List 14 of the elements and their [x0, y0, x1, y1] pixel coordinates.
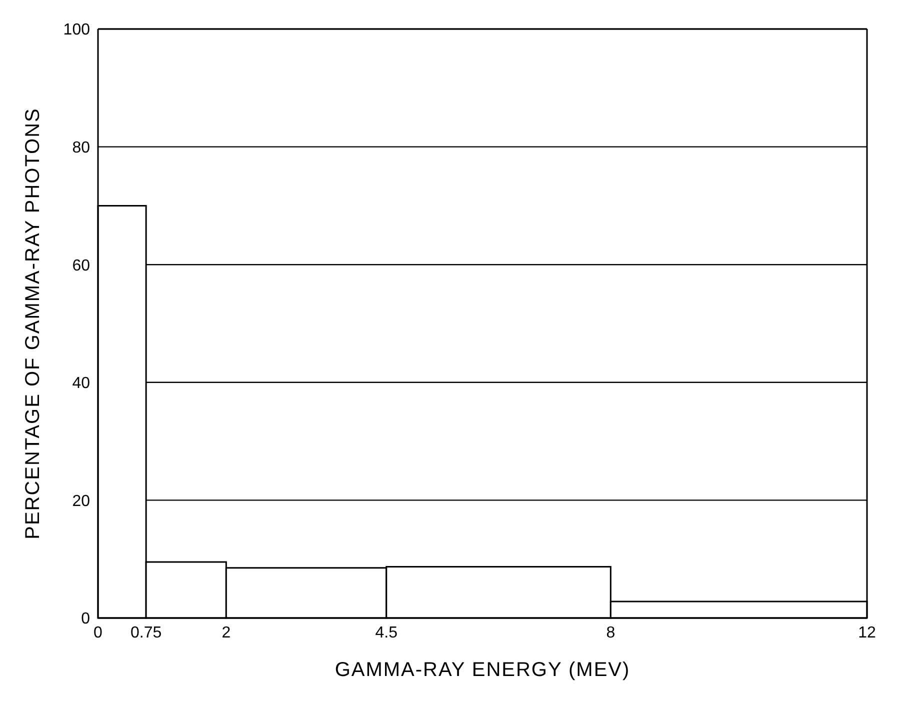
y-tick-label: 0 [81, 610, 90, 628]
x-tick-label: 0.75 [130, 624, 162, 642]
x-tick-label: 0 [94, 624, 103, 642]
x-tick-label: 4.5 [375, 624, 398, 642]
y-tick-label: 100 [63, 22, 90, 39]
y-tick-label: 60 [72, 257, 90, 274]
y-tick-label: 80 [72, 139, 90, 156]
y-tick-label: 20 [72, 492, 90, 510]
x-axis-title: GAMMA-RAY ENERGY (MEV) [334, 659, 630, 681]
y-tick-label: 40 [72, 375, 90, 392]
x-tick-label: 8 [606, 624, 616, 642]
x-tick-label: 12 [858, 624, 876, 642]
x-tick-label: 2 [222, 624, 231, 642]
y-axis-title: PERCENTAGE OF GAMMA-RAY PHOTONS [22, 108, 44, 540]
